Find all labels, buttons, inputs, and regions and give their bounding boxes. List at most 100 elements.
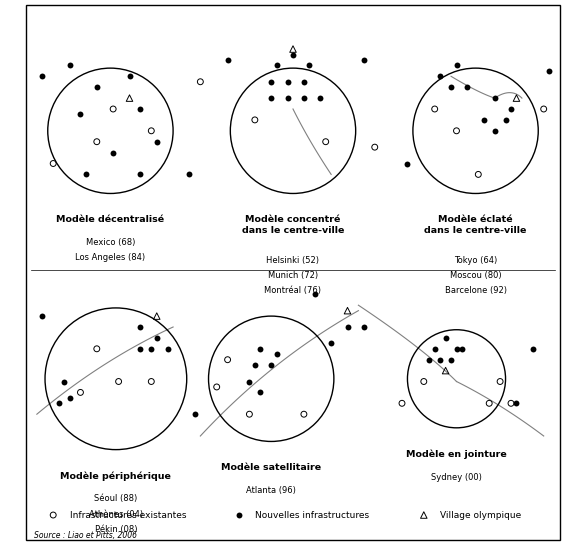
Text: Modèle satellitaire: Modèle satellitaire	[221, 463, 321, 473]
Point	[212, 383, 222, 391]
Point	[321, 137, 331, 146]
Point	[397, 399, 407, 408]
Point	[255, 344, 265, 353]
Text: Modèle périphérique: Modèle périphérique	[60, 471, 171, 481]
Point	[495, 377, 505, 386]
Point	[288, 45, 298, 53]
Text: Athènes (04): Athènes (04)	[89, 510, 143, 519]
Point	[506, 105, 516, 113]
Point	[125, 94, 134, 102]
Text: Atlanta (96): Atlanta (96)	[246, 486, 296, 495]
Point	[272, 350, 281, 359]
Point	[359, 56, 369, 64]
Text: Tokyo (64): Tokyo (64)	[454, 256, 497, 265]
Point	[185, 170, 194, 179]
Point	[190, 410, 200, 419]
Point	[452, 344, 461, 353]
Text: Modèle éclaté
dans le centre-ville: Modèle éclaté dans le centre-ville	[424, 215, 527, 235]
Text: Mexico (68): Mexico (68)	[86, 238, 135, 247]
Point	[146, 377, 156, 386]
Point	[441, 366, 450, 375]
Point	[435, 72, 445, 81]
Point	[125, 72, 134, 81]
Point	[92, 137, 101, 146]
Text: Moscou (80): Moscou (80)	[450, 271, 502, 280]
Point	[343, 306, 352, 315]
Text: Modèle en jointure: Modèle en jointure	[406, 450, 507, 459]
Point	[146, 126, 156, 135]
Point	[447, 83, 456, 92]
Text: Barcelone (92): Barcelone (92)	[445, 286, 506, 295]
Point	[359, 323, 369, 331]
Point	[435, 355, 445, 364]
Point	[59, 377, 69, 386]
Point	[136, 323, 145, 331]
Point	[283, 94, 292, 102]
Point	[419, 511, 428, 519]
Point	[512, 94, 521, 102]
Point	[490, 94, 499, 102]
Point	[163, 344, 172, 353]
Point	[49, 159, 58, 168]
Point	[343, 323, 352, 331]
Text: Source : Liao et Pitts, 2006: Source : Liao et Pitts, 2006	[34, 531, 137, 540]
Point	[108, 148, 118, 157]
Point	[272, 61, 281, 70]
Point	[136, 170, 145, 179]
Point	[370, 143, 380, 152]
Point	[136, 344, 145, 353]
Point	[403, 159, 412, 168]
Point	[512, 399, 521, 408]
Point	[81, 170, 91, 179]
Point	[267, 94, 276, 102]
Point	[152, 334, 161, 342]
Point	[108, 105, 118, 113]
Point	[38, 72, 47, 81]
Point	[326, 339, 336, 348]
Point	[299, 77, 309, 86]
Point	[506, 399, 516, 408]
Point	[146, 344, 156, 353]
Point	[255, 388, 265, 397]
Point	[305, 61, 314, 70]
Point	[152, 137, 161, 146]
Point	[136, 105, 145, 113]
Point	[447, 355, 456, 364]
Point	[457, 344, 466, 353]
Text: Séoul (88): Séoul (88)	[94, 494, 138, 504]
Text: Village olympique: Village olympique	[440, 511, 522, 519]
Point	[223, 56, 232, 64]
Point	[65, 61, 74, 70]
Point	[76, 110, 85, 119]
Point	[245, 410, 254, 419]
Text: Los Angeles (84): Los Angeles (84)	[76, 253, 145, 263]
Point	[65, 393, 74, 402]
Point	[473, 170, 483, 179]
Point	[452, 126, 461, 135]
Point	[441, 334, 450, 342]
Point	[76, 388, 85, 397]
Point	[419, 377, 428, 386]
Point	[544, 66, 554, 75]
Point	[38, 312, 47, 320]
Point	[92, 344, 101, 353]
Point	[430, 344, 440, 353]
Point	[152, 312, 161, 320]
Text: Infrastructures existantes: Infrastructures existantes	[70, 511, 186, 519]
Point	[316, 94, 325, 102]
Text: Pékin (08): Pékin (08)	[94, 525, 137, 534]
Point	[425, 355, 434, 364]
Point	[92, 83, 101, 92]
Point	[223, 355, 232, 364]
Point	[267, 361, 276, 370]
Point	[310, 290, 319, 299]
Point	[54, 399, 63, 408]
Point	[196, 77, 205, 86]
Point	[501, 116, 510, 124]
Text: Sydney (00): Sydney (00)	[431, 473, 482, 482]
Point	[114, 377, 123, 386]
Point	[485, 399, 494, 408]
Point	[283, 77, 292, 86]
Text: Helsinki (52): Helsinki (52)	[267, 256, 319, 265]
Point	[479, 116, 489, 124]
